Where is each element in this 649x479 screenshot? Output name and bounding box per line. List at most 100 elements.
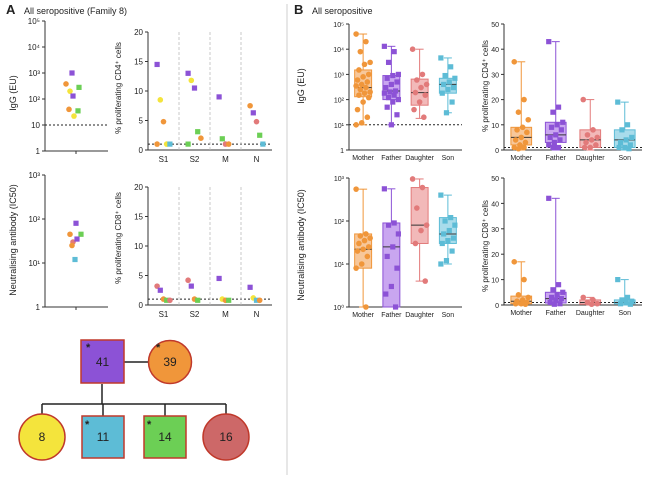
- box-point: [443, 110, 450, 116]
- y-axis-tick-label: 10⁵: [28, 17, 40, 26]
- box-point: [356, 240, 362, 247]
- box-point: [555, 104, 562, 110]
- box-point: [411, 106, 417, 113]
- nab-point: [72, 256, 78, 263]
- panel-a-nab-chart: Neutralising antibody (IC50) 1 10¹ 10² 10³: [8, 171, 108, 312]
- x-axis-category-label: N: [254, 310, 260, 319]
- cd4-point: [250, 110, 256, 116]
- box-point: [558, 296, 564, 302]
- box-point: [615, 277, 621, 283]
- y-axis-tick-label: 20: [491, 252, 499, 259]
- b-cd8-ylabel: % proliferating CD8⁺ cells: [481, 200, 490, 292]
- box-point: [391, 49, 397, 55]
- box-point: [354, 248, 361, 254]
- box-point: [554, 292, 560, 298]
- cd4-point: [191, 85, 198, 91]
- y-axis-tick-label: 0: [495, 303, 499, 310]
- box-point: [521, 96, 527, 103]
- box-point: [421, 114, 427, 121]
- box-point: [394, 112, 400, 118]
- box-point: [441, 231, 447, 237]
- box-point: [515, 145, 522, 152]
- cd4-point: [253, 118, 260, 125]
- y-axis-tick-label: 10¹: [334, 262, 345, 269]
- box-point: [391, 92, 397, 98]
- y-axis-tick-label: 10²: [28, 215, 40, 224]
- box-point: [511, 259, 518, 265]
- box-point: [448, 214, 454, 221]
- box-point: [560, 289, 566, 295]
- panel-a-igg-chart: IgG (EU) 1 10 10² 10³ 10⁴ 10⁵: [8, 17, 108, 156]
- box-point: [392, 88, 399, 94]
- y-axis-tick-label: 30: [491, 72, 499, 79]
- box-point: [622, 144, 628, 151]
- y-axis-tick-label: 50: [491, 176, 499, 183]
- cd4-point: [198, 135, 204, 141]
- y-axis-tick-label: 15: [134, 58, 143, 67]
- box-daughter: [410, 187, 429, 244]
- y-axis-tick-label: 40: [491, 47, 499, 54]
- cd4-point: [185, 141, 191, 147]
- panel-b-cd8-chart: % proliferating CD8⁺ cells 0 10 20 30 40 50 Mo…: [481, 176, 642, 317]
- pedigree-father-star: *: [86, 342, 91, 354]
- y-axis-tick-label: 10²: [334, 219, 345, 226]
- pedigree-mother-star: *: [156, 342, 161, 354]
- y-axis-tick-label: 20: [134, 183, 143, 192]
- x-axis-category-label: Father: [381, 312, 402, 319]
- box-point: [521, 144, 527, 151]
- x-axis-category-label: Mother: [352, 155, 374, 162]
- box-point: [388, 283, 394, 290]
- cd4-point: [154, 141, 160, 147]
- igg-point: [66, 106, 72, 113]
- box-point: [629, 134, 635, 140]
- box-point: [395, 97, 401, 103]
- y-axis-tick-label: 10³: [334, 72, 345, 79]
- igg-point: [75, 108, 81, 114]
- box-point: [409, 46, 416, 52]
- box-point: [385, 59, 392, 65]
- x-axis-category-label: S1: [159, 310, 169, 319]
- box-point: [551, 301, 557, 307]
- y-axis-tick-label: 1: [36, 303, 41, 312]
- box-point: [560, 119, 566, 125]
- y-axis-tick-label: 15: [134, 213, 143, 222]
- y-axis-tick-label: 10²: [334, 98, 345, 105]
- box-point: [553, 297, 559, 303]
- x-axis-category-label: S2: [190, 155, 200, 164]
- box-point: [363, 38, 369, 45]
- cd4-point: [154, 61, 160, 68]
- box-point: [356, 92, 362, 98]
- y-axis-tick-label: 50: [491, 22, 499, 29]
- igg-point: [70, 93, 76, 99]
- box-point: [521, 276, 527, 283]
- box-point: [445, 238, 451, 244]
- box-point: [390, 99, 396, 105]
- box-point: [584, 299, 591, 306]
- box-point: [358, 81, 365, 88]
- y-axis-tick-label: 10: [491, 278, 499, 285]
- box-point: [594, 300, 601, 307]
- box-point: [383, 84, 389, 91]
- pedigree-child-star: *: [85, 419, 90, 431]
- box-point: [390, 244, 396, 250]
- box-point: [354, 77, 361, 83]
- box-father: [382, 222, 401, 308]
- box-point: [357, 233, 364, 239]
- box-point: [363, 84, 369, 91]
- y-axis-tick-label: 10¹: [334, 123, 345, 130]
- b-igg-ylabel: IgG (EU): [296, 68, 306, 104]
- box-point: [580, 294, 587, 301]
- box-point: [626, 146, 632, 152]
- box-point: [524, 129, 530, 136]
- box-point: [550, 144, 556, 151]
- box-point: [547, 299, 553, 306]
- box-point: [558, 127, 564, 133]
- box-point: [394, 79, 400, 85]
- cd4-point: [160, 118, 167, 125]
- box-point: [443, 257, 450, 264]
- y-axis-tick-label: 0: [139, 301, 144, 310]
- b-cd4-ylabel: % proliferating CD4⁺ cells: [481, 40, 490, 132]
- box-point: [419, 71, 426, 78]
- box-point: [360, 74, 366, 80]
- x-axis-category-label: Son: [442, 155, 455, 162]
